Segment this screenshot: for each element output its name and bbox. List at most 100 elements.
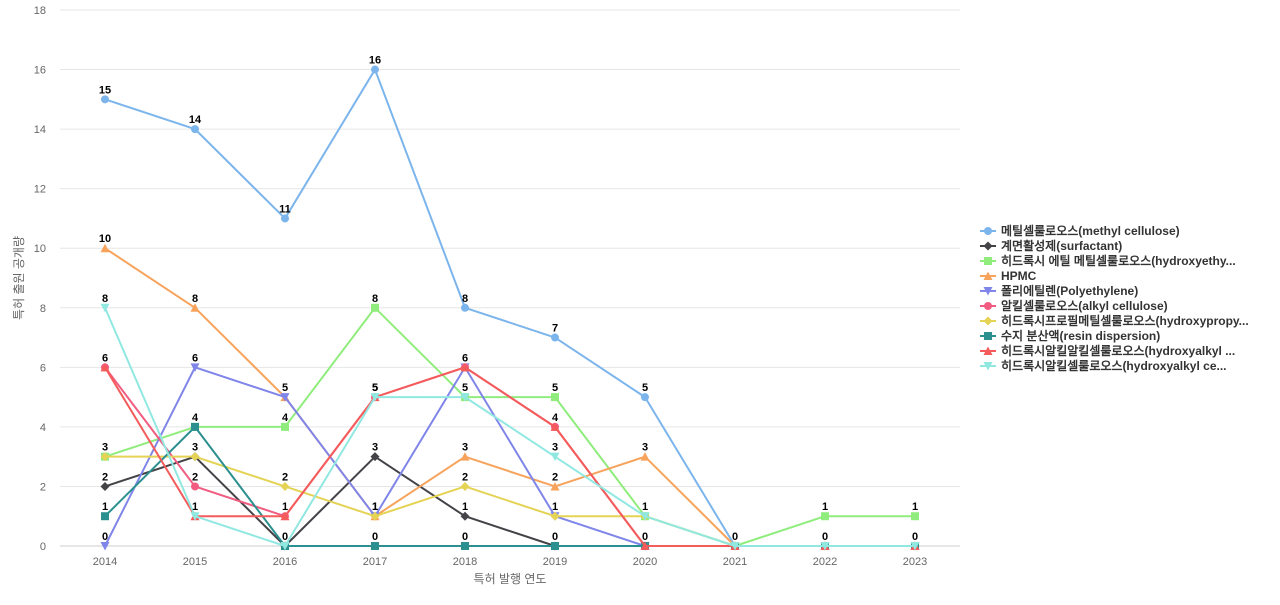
data-label: 0 (282, 531, 288, 543)
data-label: 5 (372, 382, 378, 394)
data-point (551, 542, 559, 550)
x-tick-label: 2023 (903, 556, 927, 568)
legend-item[interactable]: HPMC (980, 269, 1037, 283)
data-label: 8 (372, 293, 378, 305)
data-label: 8 (462, 293, 468, 305)
data-label: 3 (462, 442, 468, 454)
data-point (911, 512, 919, 521)
legend-marker (983, 241, 993, 251)
data-point (730, 542, 740, 551)
data-point (190, 452, 200, 462)
series-7 (100, 452, 920, 551)
data-label: 8 (102, 293, 108, 305)
data-label: 2 (552, 471, 558, 483)
data-point (371, 542, 379, 550)
series-line (104, 366, 915, 547)
legend-item[interactable]: 알킬셀룰로오스(alkyl cellulose) (980, 298, 1168, 313)
data-label: 2 (192, 471, 198, 483)
data-point (461, 303, 469, 312)
data-label: 6 (462, 352, 468, 364)
data-label: 3 (102, 442, 108, 454)
data-label: 1 (372, 501, 378, 513)
legend-item[interactable]: 히드록시알킬알킬셀룰로오스(hydroxyalkyl ... (980, 343, 1235, 358)
legend-item[interactable]: 폴리에틸렌(Polyethylene) (980, 283, 1138, 298)
data-point (281, 214, 289, 223)
series-10 (100, 303, 920, 551)
data-label: 4 (192, 412, 199, 424)
data-label: 5 (552, 382, 558, 394)
legend-marker (984, 257, 992, 265)
x-tick-label: 2021 (723, 556, 747, 568)
legend-marker (983, 287, 993, 296)
legend-label: 히드록시알킬알킬셀룰로오스(hydroxyalkyl ... (1001, 343, 1235, 358)
data-point (460, 511, 470, 521)
legend-item[interactable]: 수지 분산액(resin dispersion) (980, 328, 1160, 343)
data-point (370, 393, 380, 402)
data-point (370, 452, 380, 462)
legend-marker (983, 316, 993, 326)
series-9 (100, 362, 920, 550)
data-label: 2 (102, 471, 108, 483)
data-point (460, 393, 470, 402)
data-point (550, 452, 560, 462)
data-label: 0 (552, 531, 558, 543)
gridlines (60, 9, 960, 547)
data-label: 1 (552, 501, 558, 513)
data-point (640, 452, 650, 461)
data-label: 3 (372, 442, 378, 454)
data-label: 5 (462, 382, 468, 394)
data-point (100, 452, 110, 462)
data-point (100, 303, 110, 313)
x-tick-label: 2020 (633, 556, 657, 568)
x-tick-label: 2019 (543, 556, 567, 568)
data-label: 5 (372, 382, 378, 394)
data-label: 0 (372, 531, 378, 543)
legend-item[interactable]: 계면활성제(surfactant) (980, 238, 1122, 253)
y-tick-label: 10 (34, 243, 46, 255)
data-label: 10 (99, 233, 111, 245)
legend-item[interactable]: 히드록시알킬셀룰로오스(hydroxyalkyl ce... (980, 358, 1227, 373)
data-label: 1 (192, 501, 198, 513)
x-tick-label: 2018 (453, 556, 477, 568)
data-point (100, 243, 110, 253)
data-label: 2 (462, 471, 468, 483)
data-point (191, 125, 199, 134)
legend-item[interactable]: 히드록시 에틸 메틸셀룰로오스(hydroxyethy... (980, 253, 1236, 268)
y-axis-title: 특허 출원 공개량 (12, 236, 26, 320)
data-label: 14 (189, 114, 202, 126)
legend-item[interactable]: 히드록시프로필메틸셀룰로오스(hydroxypropy... (980, 313, 1249, 328)
data-label: 1 (372, 501, 378, 513)
series-5 (100, 363, 920, 551)
legend-label: HPMC (1001, 269, 1037, 283)
data-point (191, 482, 199, 491)
legend-label: 폴리에틸렌(Polyethylene) (1001, 283, 1138, 298)
y-tick-label: 6 (40, 362, 46, 374)
data-point (460, 362, 470, 372)
data-point (820, 542, 830, 551)
data-label: 5 (282, 382, 288, 394)
data-point (280, 542, 290, 551)
data-point (910, 542, 920, 551)
series-line (104, 366, 915, 547)
data-label: 4 (282, 412, 289, 424)
data-label: 3 (192, 442, 198, 454)
data-point (821, 512, 829, 521)
data-point (370, 511, 380, 521)
data-label: 1 (642, 501, 648, 513)
data-point (100, 362, 110, 372)
legend-marker (983, 271, 993, 280)
data-label: 0 (462, 531, 468, 543)
data-label: 0 (642, 531, 648, 543)
data-label: 0 (102, 531, 108, 543)
legend-label: 계면활성제(surfactant) (1001, 238, 1122, 253)
legend-item[interactable]: 메틸셀룰로오스(methyl cellulose) (980, 223, 1180, 238)
x-tick-label: 2016 (273, 556, 297, 568)
legend-marker (984, 302, 992, 310)
data-label: 6 (102, 352, 108, 364)
y-tick-label: 14 (34, 124, 46, 136)
series-layer (100, 65, 920, 551)
y-tick-label: 8 (40, 303, 46, 315)
legend-marker (983, 362, 993, 371)
legend-label: 히드록시알킬셀룰로오스(hydroxyalkyl ce... (1001, 358, 1227, 373)
